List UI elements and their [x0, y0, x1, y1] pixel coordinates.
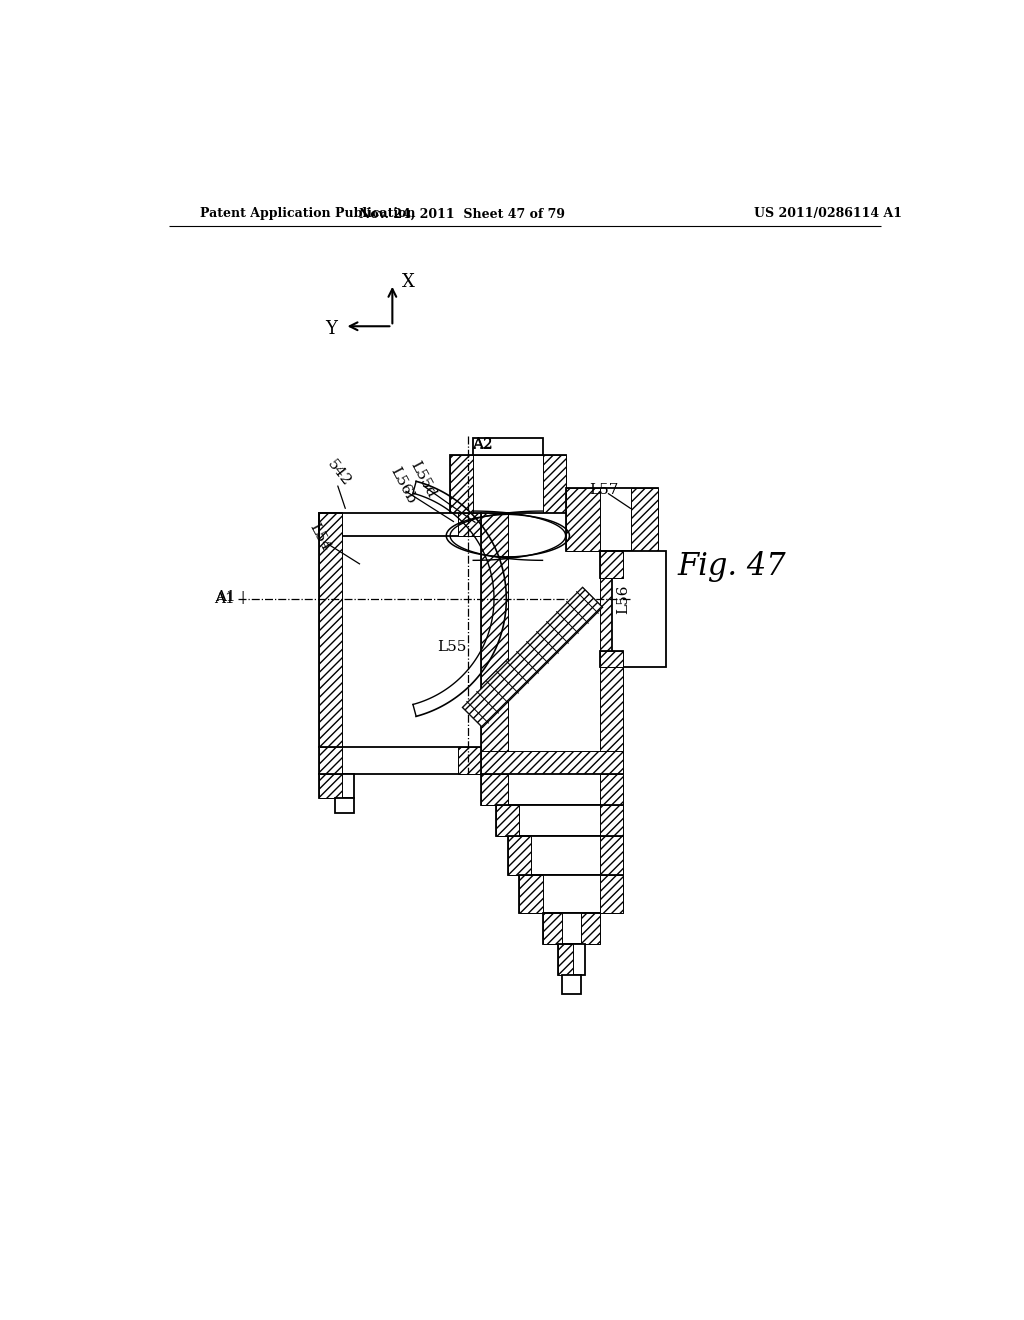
Text: 542: 542	[325, 457, 353, 488]
Polygon shape	[600, 875, 624, 913]
Polygon shape	[562, 974, 581, 994]
Polygon shape	[543, 913, 562, 944]
Polygon shape	[458, 512, 481, 536]
Polygon shape	[319, 747, 481, 775]
Polygon shape	[463, 587, 602, 727]
Polygon shape	[319, 512, 481, 536]
Polygon shape	[481, 751, 624, 775]
Polygon shape	[558, 944, 585, 974]
Text: L57: L57	[590, 483, 618, 496]
Polygon shape	[558, 944, 573, 974]
Text: A2: A2	[472, 437, 493, 451]
Text: A2: A2	[472, 438, 493, 451]
Text: |: |	[241, 591, 245, 603]
Polygon shape	[335, 797, 354, 813]
Polygon shape	[319, 512, 342, 536]
Polygon shape	[600, 552, 624, 578]
Polygon shape	[565, 488, 658, 552]
Polygon shape	[631, 488, 658, 552]
Polygon shape	[600, 651, 624, 667]
Polygon shape	[451, 455, 473, 516]
Polygon shape	[319, 747, 342, 775]
Text: Y: Y	[325, 321, 337, 338]
Polygon shape	[600, 512, 624, 775]
Polygon shape	[600, 775, 624, 805]
Polygon shape	[463, 587, 602, 727]
Text: L56b: L56b	[388, 465, 419, 507]
Polygon shape	[508, 836, 624, 875]
Polygon shape	[319, 775, 354, 797]
Polygon shape	[543, 913, 600, 944]
Polygon shape	[519, 875, 543, 913]
Polygon shape	[600, 552, 624, 578]
Polygon shape	[565, 488, 600, 552]
Polygon shape	[508, 836, 531, 875]
Polygon shape	[543, 455, 565, 516]
Polygon shape	[319, 512, 342, 747]
Polygon shape	[497, 805, 624, 836]
Text: X: X	[401, 273, 415, 290]
Text: Nov. 24, 2011  Sheet 47 of 79: Nov. 24, 2011 Sheet 47 of 79	[358, 207, 564, 220]
Polygon shape	[600, 836, 624, 875]
Polygon shape	[497, 805, 519, 836]
Polygon shape	[319, 775, 342, 797]
Text: L55d: L55d	[408, 459, 438, 500]
Polygon shape	[458, 747, 481, 775]
Polygon shape	[581, 913, 600, 944]
Polygon shape	[481, 512, 624, 775]
Text: L55: L55	[437, 640, 466, 655]
Text: Fig. 47: Fig. 47	[677, 550, 785, 582]
Polygon shape	[481, 775, 508, 805]
Text: US 2011/0286114 A1: US 2011/0286114 A1	[755, 207, 902, 220]
Polygon shape	[451, 455, 565, 516]
Polygon shape	[519, 875, 624, 913]
Polygon shape	[481, 775, 624, 805]
Text: A1: A1	[215, 590, 237, 605]
Polygon shape	[600, 805, 624, 836]
Polygon shape	[319, 512, 342, 747]
Polygon shape	[481, 512, 508, 775]
Text: L56: L56	[615, 583, 630, 614]
Text: A1: A1	[214, 591, 234, 606]
Polygon shape	[473, 438, 543, 455]
Polygon shape	[611, 552, 666, 667]
Polygon shape	[600, 651, 624, 667]
Text: L54: L54	[306, 521, 333, 553]
Text: Patent Application Publication: Patent Application Publication	[200, 207, 416, 220]
